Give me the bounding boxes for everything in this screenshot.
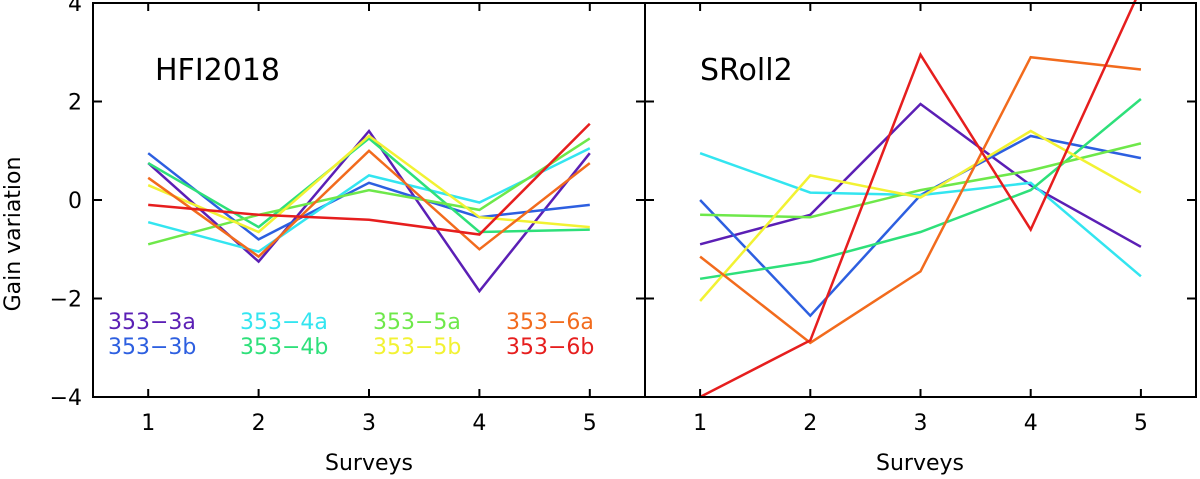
line-hfi2018-353-5a xyxy=(147,137,591,246)
x-axis-title-left: Surveys xyxy=(325,451,413,476)
x-tick-label-hfi2018: 5 xyxy=(583,411,597,436)
x-tick-label-hfi2018: 2 xyxy=(252,411,266,436)
x-tick-label-hfi2018: 1 xyxy=(141,411,155,436)
axes: 1 2 3 4 5 −4 −2 0 2 4 1 2 3 4 5 xyxy=(50,0,1197,436)
y-tick-label: 0 xyxy=(68,189,82,214)
y-tick-label: −2 xyxy=(50,288,82,313)
x-tick-label-hfi2018: 4 xyxy=(472,411,486,436)
legend: 353−3a 353−4a 353−5a 353−6a 353−3b 353−4… xyxy=(108,310,594,360)
x-tick-label-sroll2: 2 xyxy=(803,411,817,436)
line-hfi2018-353-4b xyxy=(147,136,590,234)
line-sroll2-353-4a xyxy=(699,152,1142,278)
panel-title-hfi2018: HFI2018 xyxy=(155,53,280,88)
legend-353-6b: 353−6b xyxy=(506,335,594,360)
legend-353-4b: 353−4b xyxy=(240,335,328,360)
line-sroll2-353-3a xyxy=(699,102,1142,248)
series-lines-hfi2018 xyxy=(147,122,591,294)
line-hfi2018-353-3a xyxy=(147,128,591,294)
panel-title-sroll2: SRoll2 xyxy=(700,53,793,88)
x-tick-label-sroll2: 5 xyxy=(1134,411,1148,436)
y-axis-title: Gain variation xyxy=(1,157,26,312)
line-hfi2018-353-6b xyxy=(148,122,591,236)
series-lines-sroll2 xyxy=(699,0,1142,398)
y-tick-label: 4 xyxy=(68,0,82,17)
y-tick-label: 2 xyxy=(68,91,82,116)
x-tick-label-sroll2: 4 xyxy=(1024,411,1038,436)
legend-353-4a: 353−4a xyxy=(240,310,328,335)
line-hfi2018-353-6a xyxy=(147,149,591,259)
legend-353-6a: 353−6a xyxy=(506,310,594,335)
legend-353-3a: 353−3a xyxy=(108,310,196,335)
line-hfi2018-353-4a xyxy=(147,147,591,254)
legend-353-3b: 353−3b xyxy=(108,335,196,360)
x-axis-title-right: Surveys xyxy=(876,451,964,476)
x-tick-label-hfi2018: 3 xyxy=(362,411,376,436)
x-tick-label-sroll2: 3 xyxy=(914,411,928,436)
line-sroll2-353-6a xyxy=(699,55,1142,345)
line-sroll2-353-4b xyxy=(699,98,1142,281)
legend-353-5b: 353−5b xyxy=(373,335,461,360)
line-sroll2-353-6b xyxy=(699,0,1137,398)
y-tick-label: −4 xyxy=(50,386,82,411)
legend-353-5a: 353−5a xyxy=(373,310,461,335)
x-tick-label-sroll2: 1 xyxy=(693,411,707,436)
